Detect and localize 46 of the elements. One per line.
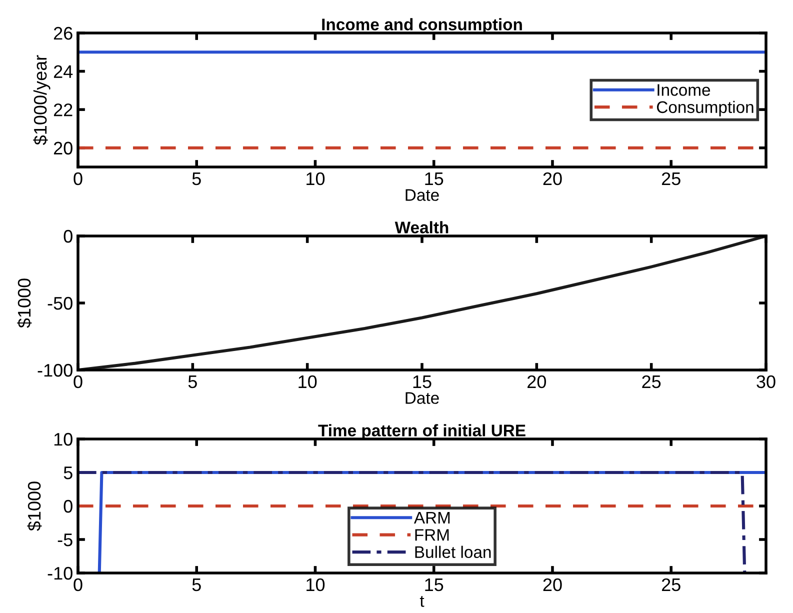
x-tick-label: 30: [756, 375, 776, 388]
y-axis-title: $1000/year: [33, 55, 50, 145]
legend-label: ARM: [414, 512, 450, 524]
line-series: [78, 236, 766, 370]
x-tick-label: 0: [74, 172, 82, 186]
x-tick-label: 0: [74, 375, 82, 388]
y-tick-label: 24: [54, 65, 73, 78]
x-axis-title: t: [420, 596, 424, 607]
x-tick-label: 25: [662, 172, 680, 186]
x-axis-title: Date: [406, 392, 439, 404]
x-tick-label: 0: [74, 578, 82, 592]
y-tick-label: 5: [64, 466, 72, 480]
y-axis-title: $1000: [17, 278, 32, 328]
y-axis-title: $1000: [27, 482, 42, 531]
y-tick-label: 0: [64, 230, 72, 243]
y-tick-label: 22: [54, 104, 72, 116]
x-tick-label: 25: [662, 578, 680, 592]
x-tick-label: 15: [425, 172, 444, 186]
chart-title: Wealth: [394, 221, 448, 234]
x-tick-label: 5: [192, 578, 201, 592]
legend-label: Income: [658, 84, 710, 96]
y-tick-label: -10: [48, 566, 72, 580]
x-tick-label: 5: [192, 172, 201, 186]
x-tick-label: 20: [543, 578, 562, 592]
x-tick-label: 15: [413, 376, 432, 388]
y-tick-label: -50: [48, 296, 72, 310]
x-tick-label: 10: [298, 375, 317, 388]
x-tick-label: 20: [543, 172, 562, 186]
x-tick-label: 10: [306, 578, 325, 592]
legend-label: FRM: [415, 529, 449, 541]
y-tick-label: -5: [58, 534, 72, 546]
chart-title: Income and consumption: [322, 18, 522, 34]
x-tick-label: 5: [188, 376, 197, 388]
y-tick-label: 10: [54, 432, 72, 446]
x-axis-title: Date: [406, 189, 439, 201]
y-tick-label: 26: [54, 26, 72, 40]
x-tick-label: 20: [528, 375, 546, 388]
y-tick-label: 20: [54, 142, 72, 155]
chart-title: Time pattern of initial URE: [318, 424, 526, 440]
x-tick-label: 25: [642, 375, 661, 388]
x-tick-label: 10: [306, 172, 325, 186]
legend-label: Consumption: [656, 100, 754, 116]
y-tick-label: 0: [64, 500, 72, 513]
y-tick-label: -100: [38, 364, 72, 377]
x-tick-label: 15: [425, 578, 444, 592]
legend-label: Bullet loan: [415, 546, 491, 558]
